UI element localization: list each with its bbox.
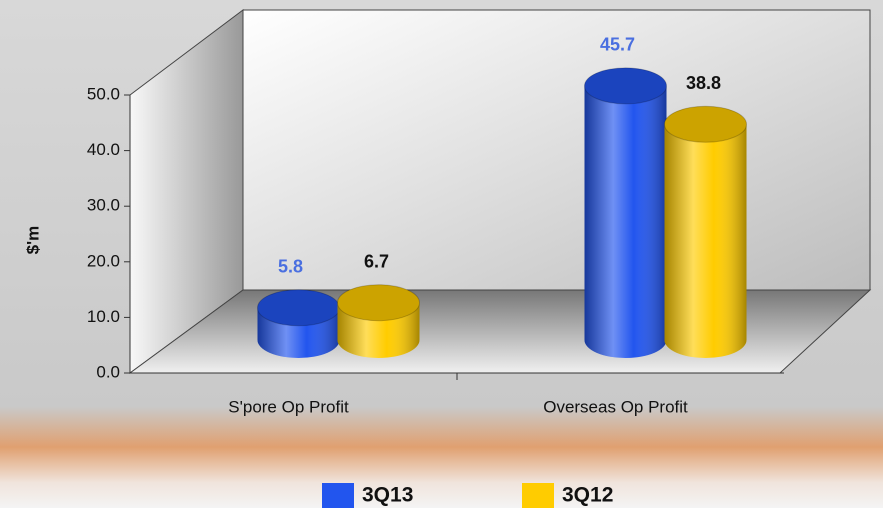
- floor: [128, 289, 872, 374]
- y-tick-label: 50.0: [87, 84, 120, 103]
- bar: [257, 289, 340, 358]
- value-label: 38.8: [686, 73, 721, 93]
- bar: [584, 67, 667, 359]
- bar-top: [337, 284, 420, 322]
- bar-top-shade: [337, 284, 420, 321]
- bar-top: [584, 67, 667, 105]
- legend-label: 3Q12: [562, 484, 613, 507]
- y-tick-label: 20.0: [87, 251, 120, 270]
- x-tick-label: S'pore Op Profit: [228, 397, 349, 416]
- value-label: 45.7: [600, 35, 635, 55]
- x-tick-label: Overseas Op Profit: [543, 397, 688, 416]
- bar: [664, 105, 747, 358]
- bar: [337, 284, 420, 358]
- bar-shade: [664, 124, 747, 358]
- bar-top-shade: [257, 289, 340, 326]
- bar-top-shade: [664, 106, 747, 143]
- legend-label: 3Q13: [362, 484, 413, 507]
- bar-top-shade: [584, 67, 667, 104]
- y-axis-label: $'m: [23, 226, 42, 255]
- legend-swatch: [322, 483, 354, 508]
- y-tick-label: 10.0: [87, 307, 120, 326]
- back-wall: [242, 9, 871, 291]
- value-label: 6.7: [364, 251, 389, 271]
- y-tick-label: 0.0: [96, 362, 120, 381]
- bar-shade: [584, 85, 667, 359]
- value-label: 5.8: [278, 257, 303, 277]
- y-tick-label: 40.0: [87, 140, 120, 159]
- y-tick-label: 30.0: [87, 196, 120, 215]
- legend-swatch: [522, 483, 554, 508]
- bar-top: [664, 105, 747, 143]
